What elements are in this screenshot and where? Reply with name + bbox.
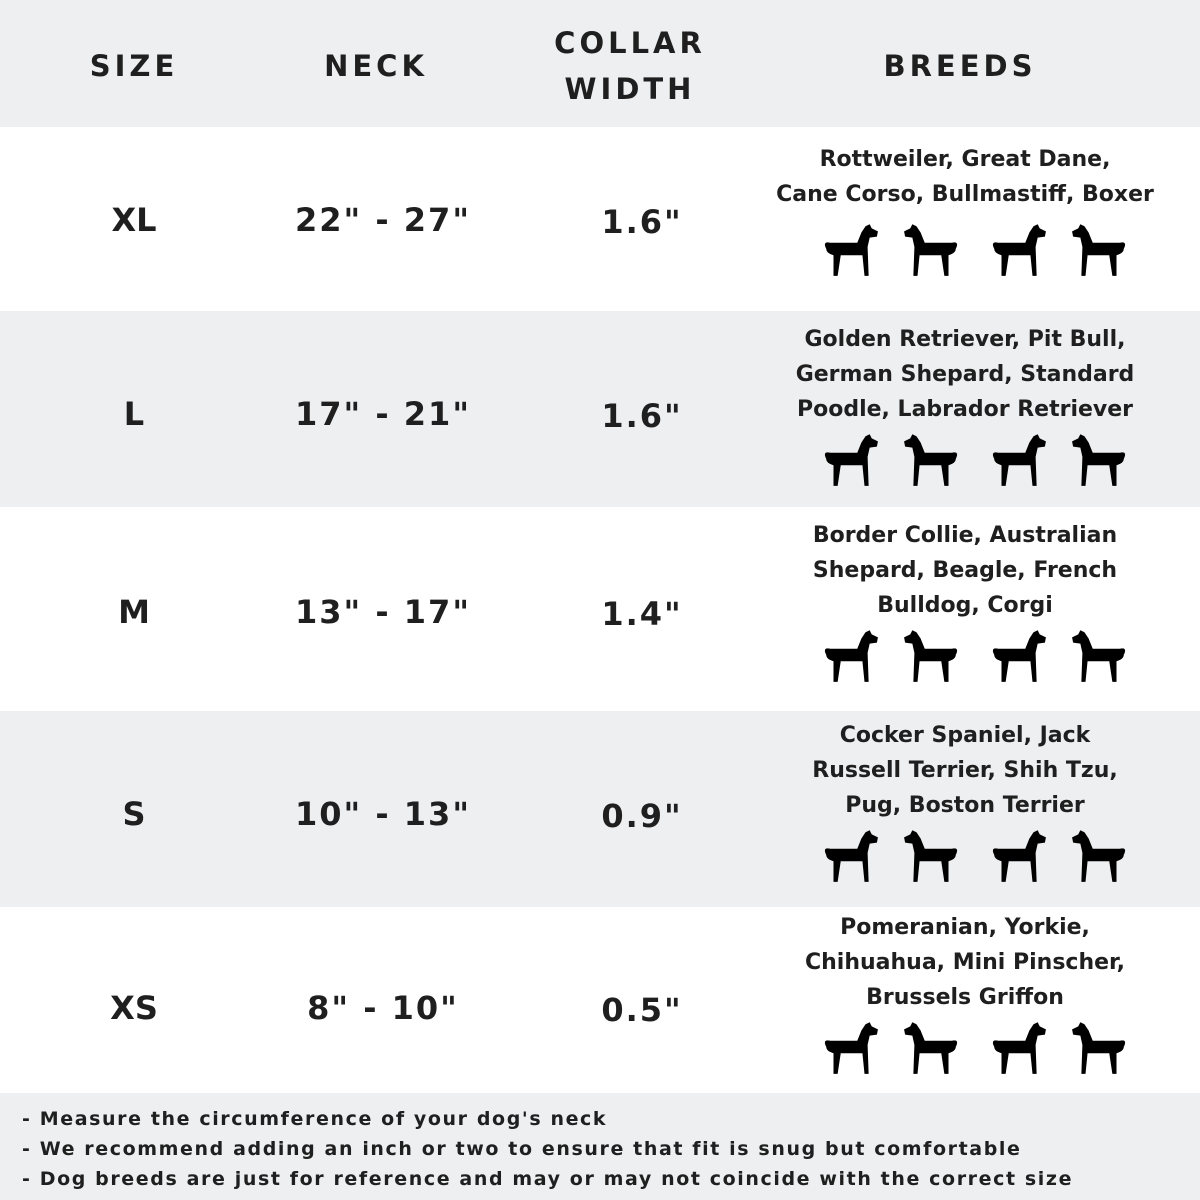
pug-icon bbox=[1072, 830, 1126, 882]
poodle-icon bbox=[992, 434, 1046, 486]
breed-icons bbox=[816, 824, 1134, 886]
notes-section bbox=[0, 1093, 1200, 1200]
breed-list: Golden Retriever, Pit Bull, German Shepa… bbox=[795, 327, 1135, 422]
breed-list: Pomeranian, Yorkie, Chihuahua, Mini Pins… bbox=[804, 915, 1126, 1010]
header-breeds: BREEDS bbox=[883, 49, 1037, 83]
collar-width: 1.6" bbox=[601, 203, 683, 241]
breed-icons bbox=[816, 428, 1134, 490]
table-header: SIZE NECK COLLAR WIDTH BREEDS bbox=[0, 0, 1200, 127]
note: - Dog breeds are just for reference and … bbox=[22, 1168, 1074, 1190]
breed-list: Rottweiler, Great Dane, Cane Corso, Bull… bbox=[776, 147, 1154, 207]
size-label: M bbox=[118, 593, 150, 631]
breed-list: Cocker Spaniel, Jack Russell Terrier, Sh… bbox=[812, 723, 1118, 818]
header-size: SIZE bbox=[89, 49, 179, 83]
bullmastiff-icon bbox=[1072, 224, 1126, 276]
breed-icons bbox=[816, 1016, 1134, 1078]
beagle-icon bbox=[904, 630, 958, 682]
breed-list: Border Collie, Australian Shepard, Beagl… bbox=[812, 523, 1118, 618]
chihuahua-icon bbox=[992, 1022, 1046, 1074]
neck-range: 8" - 10" bbox=[307, 989, 459, 1027]
pomeranian-icon bbox=[824, 1022, 878, 1074]
neck-range: 22" - 27" bbox=[295, 201, 471, 239]
mini-pinscher-icon bbox=[1072, 1022, 1126, 1074]
border-collie-icon bbox=[824, 630, 878, 682]
size-row: M 13" - 17" 1.4" Border Collie, Australi… bbox=[0, 507, 1200, 711]
size-row: XS 8" - 10" 0.5" Pomeranian, Yorkie, Chi… bbox=[0, 907, 1200, 1093]
size-row: L 17" - 21" 1.6" Golden Retriever, Pit B… bbox=[0, 311, 1200, 507]
cane-corso-icon bbox=[992, 224, 1046, 276]
size-label: XS bbox=[110, 989, 158, 1027]
golden-retriever-icon bbox=[824, 434, 878, 486]
neck-range: 10" - 13" bbox=[295, 795, 471, 833]
neck-range: 17" - 21" bbox=[295, 395, 471, 433]
labrador-icon bbox=[904, 434, 958, 486]
size-row: XL 22" - 27" 1.6" Rottweiler, Great Dane… bbox=[0, 127, 1200, 311]
note: - We recommend adding an inch or two to … bbox=[22, 1138, 1022, 1160]
breed-icons bbox=[816, 624, 1134, 686]
collar-width: 0.9" bbox=[601, 797, 683, 835]
note: - Measure the circumference of your dog'… bbox=[22, 1108, 608, 1130]
rottweiler-icon bbox=[824, 224, 878, 276]
german-shepherd-icon bbox=[1072, 434, 1126, 486]
size-row: S 10" - 13" 0.9" Cocker Spaniel, Jack Ru… bbox=[0, 711, 1200, 907]
cocker-spaniel-icon bbox=[824, 830, 878, 882]
collar-width: 0.5" bbox=[601, 991, 683, 1029]
great-dane-icon bbox=[904, 224, 958, 276]
notes-list: - Measure the circumference of your dog'… bbox=[22, 1104, 1073, 1194]
size-label: L bbox=[123, 395, 145, 433]
corgi-icon bbox=[1072, 630, 1126, 682]
jack-russell-icon bbox=[904, 830, 958, 882]
neck-range: 13" - 17" bbox=[295, 593, 471, 631]
collar-width: 1.6" bbox=[601, 397, 683, 435]
size-label: S bbox=[122, 795, 146, 833]
french-bulldog-icon bbox=[992, 630, 1046, 682]
size-label: XL bbox=[111, 201, 157, 239]
header-collar-width: COLLAR WIDTH bbox=[554, 26, 706, 106]
shih-tzu-icon bbox=[992, 830, 1046, 882]
yorkie-icon bbox=[904, 1022, 958, 1074]
collar-width: 1.4" bbox=[601, 595, 683, 633]
header-neck: NECK bbox=[324, 49, 428, 83]
breed-icons bbox=[816, 218, 1134, 280]
